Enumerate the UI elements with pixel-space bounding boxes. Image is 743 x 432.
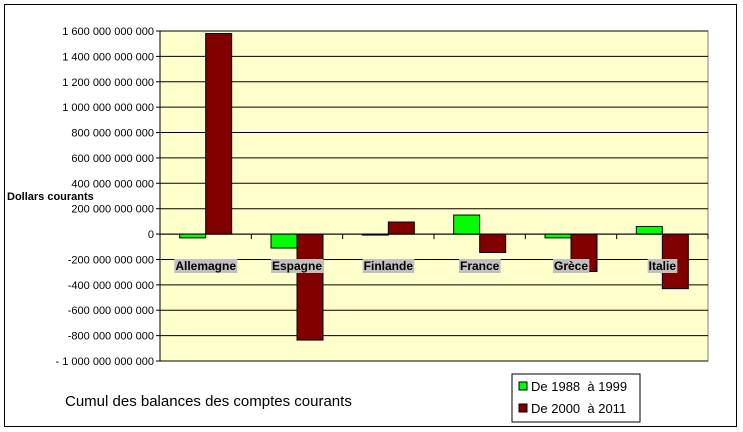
category-label: Italie xyxy=(649,259,677,273)
plot-area xyxy=(159,30,709,362)
y-tick-label: 1 200 000 000 000 xyxy=(62,77,154,89)
category-label: Allemagne xyxy=(175,259,236,273)
bar-allemagne-series-1 xyxy=(179,233,207,239)
bar-france-series-1 xyxy=(453,214,481,235)
category-label-background xyxy=(362,259,415,273)
bar-italie-series-1 xyxy=(635,225,663,235)
bar-grèce-series-1 xyxy=(544,233,572,239)
y-axis-label: Dollars courants xyxy=(7,191,94,203)
legend-swatch xyxy=(518,403,528,413)
y-tick-label: -600 000 000 000 xyxy=(68,305,154,317)
plot-background xyxy=(159,30,709,362)
y-tick-label: 400 000 000 000 xyxy=(71,178,154,190)
legend-entry-label: De 2000 à 2011 xyxy=(531,401,626,416)
y-tick-label: - 1 000 000 000 000 xyxy=(56,356,154,368)
y-tick-label: -400 000 000 000 xyxy=(68,280,154,292)
category-label-background xyxy=(552,259,590,273)
y-tick-label: 200 000 000 000 xyxy=(71,204,154,216)
y-tick-label: 1 400 000 000 000 xyxy=(62,51,154,63)
bar-espagne-series-1 xyxy=(270,233,298,249)
bar-finlande-series-2 xyxy=(387,221,415,235)
category-label-espagne: Espagne xyxy=(270,259,324,273)
y-tick-label: 0 xyxy=(148,229,154,241)
y-tick-label: 800 000 000 000 xyxy=(71,128,154,140)
bar-allemagne-series-2 xyxy=(205,33,233,235)
category-label-finlande: Finlande xyxy=(362,259,415,273)
y-tick-label: 1 600 000 000 000 xyxy=(62,26,154,38)
chart-title: Cumul des balances des comptes courants xyxy=(65,393,352,410)
category-label-background xyxy=(270,259,324,273)
legend-swatch xyxy=(518,381,528,391)
bar-espagne-series-2 xyxy=(296,233,324,341)
category-label-background xyxy=(458,259,501,273)
bar-france-series-2 xyxy=(479,233,507,253)
category-label-background xyxy=(647,259,678,273)
category-label: Espagne xyxy=(272,259,322,273)
legend-entry-label: De 1988 à 1999 xyxy=(531,379,627,394)
category-labels: Allemagne Espagne Finlande France Grèce Itali… xyxy=(174,259,678,273)
category-label-grèce: Grèce xyxy=(552,259,590,273)
y-axis: 1 600 000 000 000 1 400 000 000 000 1 200 … xyxy=(56,26,161,368)
category-label: Finlande xyxy=(364,259,414,273)
category-label: Grèce xyxy=(554,259,588,273)
y-tick-label: -800 000 000 000 xyxy=(68,331,154,343)
y-tick-label: 600 000 000 000 xyxy=(71,153,154,165)
category-label-background xyxy=(174,259,238,273)
legend-box xyxy=(511,373,641,423)
category-label: France xyxy=(460,259,500,273)
category-label-france: France xyxy=(458,259,501,273)
category-label-allemagne: Allemagne xyxy=(174,259,238,273)
category-label-italie: Italie xyxy=(647,259,678,273)
y-tick-label: 1 000 000 000 000 xyxy=(62,102,154,114)
legend: De 1988 à 1999 De 2000 à 2011 xyxy=(511,373,641,423)
y-tick-label: -200 000 000 000 xyxy=(68,254,154,266)
